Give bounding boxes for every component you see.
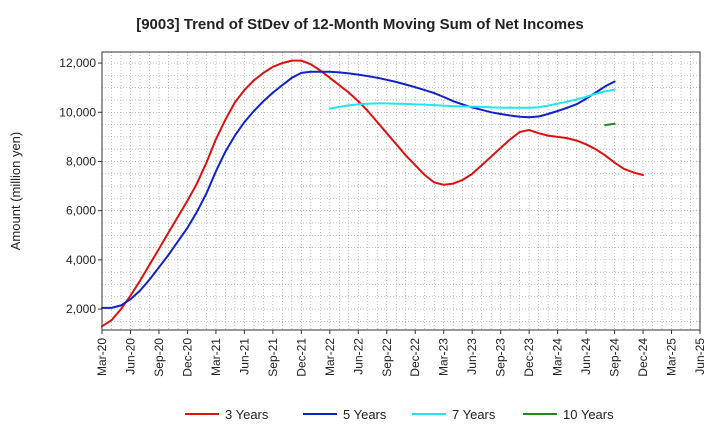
chart-title: [9003] Trend of StDev of 12-Month Moving… [136,16,584,33]
x-tick-label: Mar-21 [209,338,223,376]
plot-area: 2,000 4,000 6,000 8,000 10,000 12,000 Mar-20 Ju… [59,51,707,377]
x-tick-label: Dec-21 [294,338,308,377]
legend-label: 3 Years [225,407,269,422]
legend-label: 10 Years [563,407,614,422]
x-tick-label: Dec-24 [636,338,650,377]
x-tick-label: Sep-21 [266,338,280,377]
legend: 3 Years 5 Years 7 Years 10 Years [185,407,614,422]
x-tick-label: Jun-23 [465,338,479,375]
y-tick-label: 4,000 [66,253,96,267]
y-axis-title: Amount (million yen) [8,132,23,251]
x-tick-label: Jun-25 [693,338,707,375]
y-tick-label: 10,000 [59,105,96,119]
plot-border [101,51,701,331]
x-tick-label: Mar-22 [323,338,337,376]
x-tick-label: Dec-23 [522,338,536,377]
series-line [101,70,616,309]
x-tick-label: Dec-22 [408,338,422,377]
x-tick-label: Jun-22 [351,338,365,375]
x-tick-label: Jun-21 [237,338,251,375]
series-line [328,88,616,110]
x-tick-label: Dec-20 [180,338,194,377]
x-tick-label: Mar-20 [95,338,109,376]
x-tick-label: Mar-24 [551,338,565,376]
series-line [101,59,644,328]
x-tick-label: Mar-25 [665,338,679,376]
series-line [604,122,616,127]
y-tick-label: 8,000 [66,154,96,168]
x-tick-label: Sep-20 [152,338,166,377]
legend-label: 7 Years [452,407,496,422]
plot-background [102,52,700,330]
x-tick-label: Sep-24 [608,338,622,377]
x-tick-label: Sep-22 [380,338,394,377]
legend-label: 5 Years [343,407,387,422]
x-tick-label: Jun-20 [123,338,137,375]
y-tick-label: 6,000 [66,204,96,218]
x-tick-label: Mar-23 [437,338,451,376]
x-tick-label: Jun-24 [579,338,593,375]
y-tick-label: 2,000 [66,302,96,316]
y-tick-label: 12,000 [59,56,96,70]
x-tick-label: Sep-23 [494,338,508,377]
